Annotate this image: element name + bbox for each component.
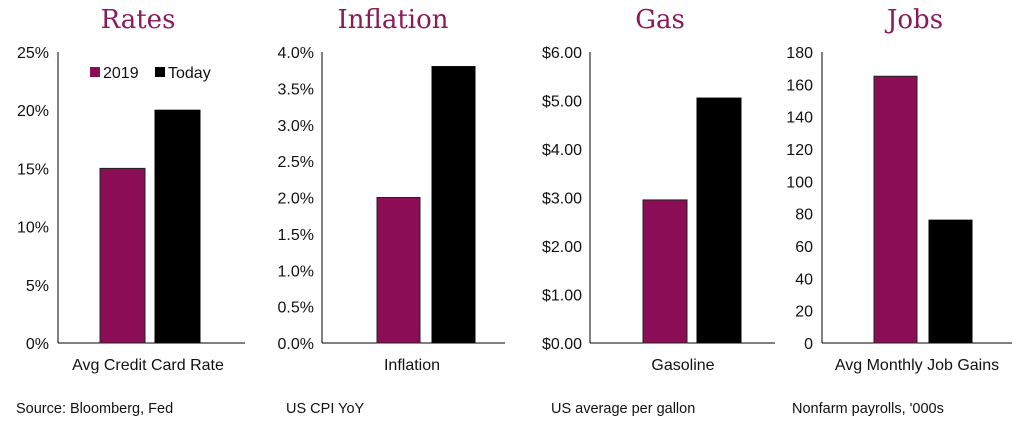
- y-tick-label: 180: [786, 45, 813, 62]
- source-note: US CPI YoY: [286, 401, 365, 417]
- y-tick-label: 2.5%: [278, 154, 314, 171]
- y-tick-label: 60: [795, 239, 813, 256]
- y-tick-label: 20: [795, 304, 813, 321]
- y-tick-label: 2.0%: [278, 191, 314, 208]
- bar-2019: [376, 197, 421, 344]
- y-tick-label: 3.5%: [278, 81, 314, 98]
- y-tick-label: $5.00: [542, 94, 582, 111]
- y-tick-label: 40: [795, 271, 813, 288]
- bar-today: [154, 109, 201, 344]
- chart-title: Gas: [635, 5, 685, 35]
- y-tick-label: $3.00: [542, 191, 582, 208]
- bar-2019: [99, 167, 146, 344]
- legend-label-today: Today: [168, 65, 211, 82]
- y-tick-label: 0.5%: [278, 300, 314, 317]
- y-tick-label: 0.0%: [278, 336, 314, 353]
- y-tick-label: $6.00: [542, 45, 582, 62]
- y-tick-label: 5%: [26, 278, 49, 295]
- y-tick-label: $4.00: [542, 142, 582, 159]
- legend-swatch-today: [155, 67, 165, 77]
- legend-label-2019: 2019: [103, 65, 139, 82]
- x-category-label: Inflation: [384, 357, 440, 374]
- source-note: US average per gallon: [551, 401, 695, 417]
- y-tick-label: 25%: [17, 45, 49, 62]
- y-tick-label: 20%: [17, 103, 49, 120]
- y-tick-label: 1.5%: [278, 227, 314, 244]
- y-tick-label: 80: [795, 207, 813, 224]
- y-tick-label: 15%: [17, 161, 49, 178]
- legend-swatch-2019: [90, 67, 100, 77]
- bar-2019: [873, 75, 918, 344]
- y-tick-label: 160: [786, 77, 813, 94]
- y-tick-label: 4.0%: [278, 45, 314, 62]
- y-tick-label: $0.00: [542, 336, 582, 353]
- y-tick-label: $1.00: [542, 288, 582, 305]
- bar-2019: [642, 199, 688, 344]
- y-tick-label: 120: [786, 142, 813, 159]
- bar-today: [696, 97, 742, 344]
- source-note: Nonfarm payrolls, '000s: [792, 401, 944, 417]
- source-note: Source: Bloomberg, Fed: [16, 401, 173, 417]
- x-category-label: Avg Credit Card Rate: [72, 357, 224, 374]
- y-tick-label: 0%: [26, 336, 49, 353]
- y-tick-label: 10%: [17, 220, 49, 237]
- y-tick-label: 3.0%: [278, 118, 314, 135]
- chart-title: Rates: [101, 5, 176, 35]
- y-tick-label: $2.00: [542, 239, 582, 256]
- y-tick-label: 1.0%: [278, 263, 314, 280]
- x-category-label: Avg Monthly Job Gains: [835, 357, 999, 374]
- y-tick-label: 100: [786, 174, 813, 191]
- chart-title: Jobs: [884, 5, 943, 35]
- bar-today: [928, 219, 973, 344]
- y-tick-label: 140: [786, 110, 813, 127]
- y-tick-label: 0: [804, 336, 813, 353]
- x-category-label: Gasoline: [651, 357, 714, 374]
- chart-title: Inflation: [337, 5, 448, 35]
- bar-today: [431, 66, 476, 344]
